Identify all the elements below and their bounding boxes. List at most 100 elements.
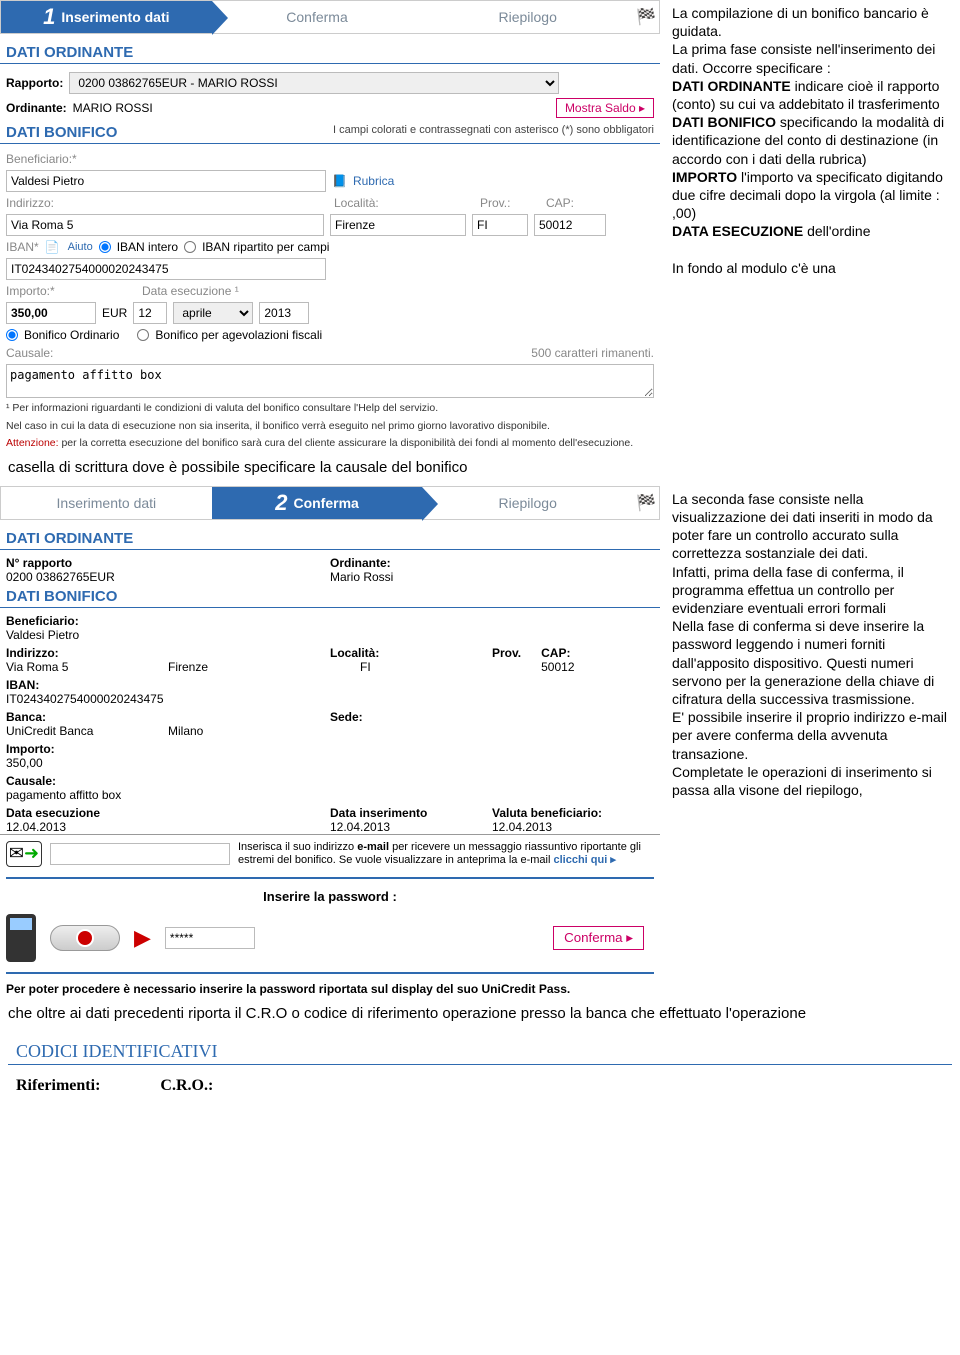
aiuto-link[interactable]: Aiuto: [68, 241, 93, 253]
benef2-value: Valdesi Pietro: [6, 628, 654, 642]
iban-ripartito-label: IBAN ripartito per campi: [202, 240, 329, 254]
footnote-2: Nel caso in cui la data di esecuzione no…: [0, 418, 660, 436]
cap2-value: 50012: [541, 660, 574, 674]
email-input[interactable]: [50, 843, 230, 865]
section2-dati-bonifico: DATI BONIFICO: [0, 584, 660, 608]
password-title: Inserire la password :: [6, 885, 654, 914]
datains-value: 12.04.2013: [330, 820, 492, 834]
iban-label: IBAN*: [6, 240, 39, 254]
prov2-label: Prov.: [492, 646, 521, 660]
explain-col-1: La compilazione di un bonifico bancario …: [660, 0, 960, 453]
step-conferma[interactable]: Conferma: [212, 1, 423, 33]
arrow-right-icon: ▶: [134, 925, 151, 951]
conferma-button[interactable]: Conferma ▸: [553, 926, 644, 950]
localita-input[interactable]: [330, 214, 466, 236]
valben-label: Valuta beneficiario:: [492, 806, 654, 820]
nrapporto-value: 0200 03862765EUR: [6, 570, 168, 584]
password-note: Per poter procedere è necessario inserir…: [0, 978, 660, 1000]
step-riepilogo[interactable]: Riepilogo: [422, 1, 633, 33]
pdf-icon: 📄: [45, 240, 60, 254]
wizard-steps-2: Inserimento dati 2Conferma Riepilogo 🏁: [0, 486, 660, 520]
day-input[interactable]: [133, 302, 167, 324]
step-inserimento[interactable]: 1Inserimento dati: [1, 1, 212, 33]
ordinante-label: Ordinante:: [6, 101, 67, 115]
cap-input[interactable]: [534, 214, 606, 236]
importo2-label: Importo:: [6, 742, 654, 756]
chars-remaining: 500 caratteri rimanenti.: [531, 346, 654, 360]
prov2-value: FI: [330, 660, 492, 674]
ordinante-value: MARIO ROSSI: [73, 101, 153, 115]
section2-dati-ordinante: DATI ORDINANTE: [0, 526, 660, 550]
required-note: I campi colorati e contrassegnati con as…: [333, 124, 654, 141]
finish-flag-icon: 🏁: [633, 1, 659, 33]
year-input[interactable]: [259, 302, 309, 324]
causale2-value: pagamento affitto box: [6, 788, 654, 802]
bonifico-ordinario-radio[interactable]: [6, 329, 18, 341]
causale2-label: Causale:: [6, 774, 654, 788]
codici-title: CODICI IDENTIFICATIVI: [8, 1035, 952, 1065]
ind2-label: Indirizzo:: [6, 646, 168, 660]
step2-inserimento[interactable]: Inserimento dati: [1, 487, 212, 519]
importo2-value: 350,00: [6, 756, 654, 770]
banca-label: Banca:: [6, 710, 168, 724]
datains-label: Data inserimento: [330, 806, 492, 820]
section-dati-bonifico: DATI BONIFICO I campi colorati e contras…: [0, 120, 660, 144]
step2-riepilogo[interactable]: Riepilogo: [422, 487, 633, 519]
cap2-label: CAP:: [541, 646, 574, 660]
loc2-label: Località:: [330, 646, 492, 660]
riferimenti-label: Riferimenti:: [16, 1077, 100, 1095]
benef2-label: Beneficiario:: [6, 614, 654, 628]
indirizzo-label: Indirizzo:: [6, 196, 328, 210]
valben-value: 12.04.2013: [492, 820, 654, 834]
importo-input[interactable]: [6, 302, 96, 324]
sede-label: Sede:: [330, 710, 492, 724]
ordinante2-value: Mario Rossi: [330, 570, 492, 584]
iban2-label: IBAN:: [6, 678, 654, 692]
importo-label: Importo:*: [6, 284, 136, 298]
iban-ripartito-radio[interactable]: [184, 241, 196, 253]
ordinante2-label: Ordinante:: [330, 556, 492, 570]
rapporto-label: Rapporto:: [6, 76, 63, 90]
cap-label: CAP:: [546, 196, 574, 210]
loc2-city: Firenze: [168, 660, 330, 674]
iban-input[interactable]: [6, 258, 326, 280]
month-select[interactable]: aprile: [173, 302, 253, 324]
localita-label: Località:: [334, 196, 474, 210]
mid-caption: casella di scrittura dove è possibile sp…: [0, 453, 960, 486]
token-device-icon: [50, 925, 120, 951]
prov-input[interactable]: [472, 214, 528, 236]
mostra-saldo-button[interactable]: Mostra Saldo ▸: [556, 98, 654, 118]
iban-intero-radio[interactable]: [99, 241, 111, 253]
phone-device-icon: [6, 914, 36, 962]
bottom-caption: che oltre ai dati precedenti riporta il …: [0, 1000, 960, 1034]
dataex-label: Data esecuzione: [6, 806, 168, 820]
ind2-value: Via Roma 5: [6, 660, 168, 674]
causale-label: Causale:: [6, 346, 53, 360]
finish-flag-icon-2: 🏁: [633, 487, 659, 519]
indirizzo-input[interactable]: [6, 214, 324, 236]
rubrica-link[interactable]: Rubrica: [353, 174, 394, 188]
nrapporto-label: N° rapporto: [6, 556, 168, 570]
form-conferma: Inserimento dati 2Conferma Riepilogo 🏁 D…: [0, 486, 660, 1000]
beneficiario-label: Beneficiario:*: [6, 152, 77, 166]
mail-icon: ✉➜: [6, 841, 42, 867]
prov-label: Prov.:: [480, 196, 540, 210]
iban2-value: IT0243402754000020243475: [6, 692, 654, 706]
currency-label: EUR: [102, 306, 127, 320]
causale-textarea[interactable]: pagamento affitto box: [6, 364, 654, 398]
step2-conferma[interactable]: 2Conferma: [212, 487, 423, 519]
rapporto-select[interactable]: 0200 03862765EUR - MARIO ROSSI: [69, 72, 559, 94]
anteprima-link[interactable]: clicchi qui ▸: [553, 854, 615, 866]
dataex-value: 12.04.2013: [6, 820, 168, 834]
password-input[interactable]: [165, 927, 255, 949]
banca-value: UniCredit Banca: [6, 724, 168, 738]
bonifico-ordinario-label: Bonifico Ordinario: [24, 328, 119, 342]
form-inserimento: 1Inserimento dati Conferma Riepilogo 🏁 D…: [0, 0, 660, 453]
bonifico-fiscale-radio[interactable]: [137, 329, 149, 341]
email-note: Inserisca il suo indirizzo e-mail per ri…: [238, 841, 654, 866]
sede-value: Milano: [168, 724, 330, 738]
rubrica-icon: 📘: [332, 174, 347, 188]
bonifico-fiscale-label: Bonifico per agevolazioni fiscali: [155, 328, 322, 342]
cro-label: C.R.O.:: [160, 1077, 213, 1095]
beneficiario-input[interactable]: [6, 170, 326, 192]
